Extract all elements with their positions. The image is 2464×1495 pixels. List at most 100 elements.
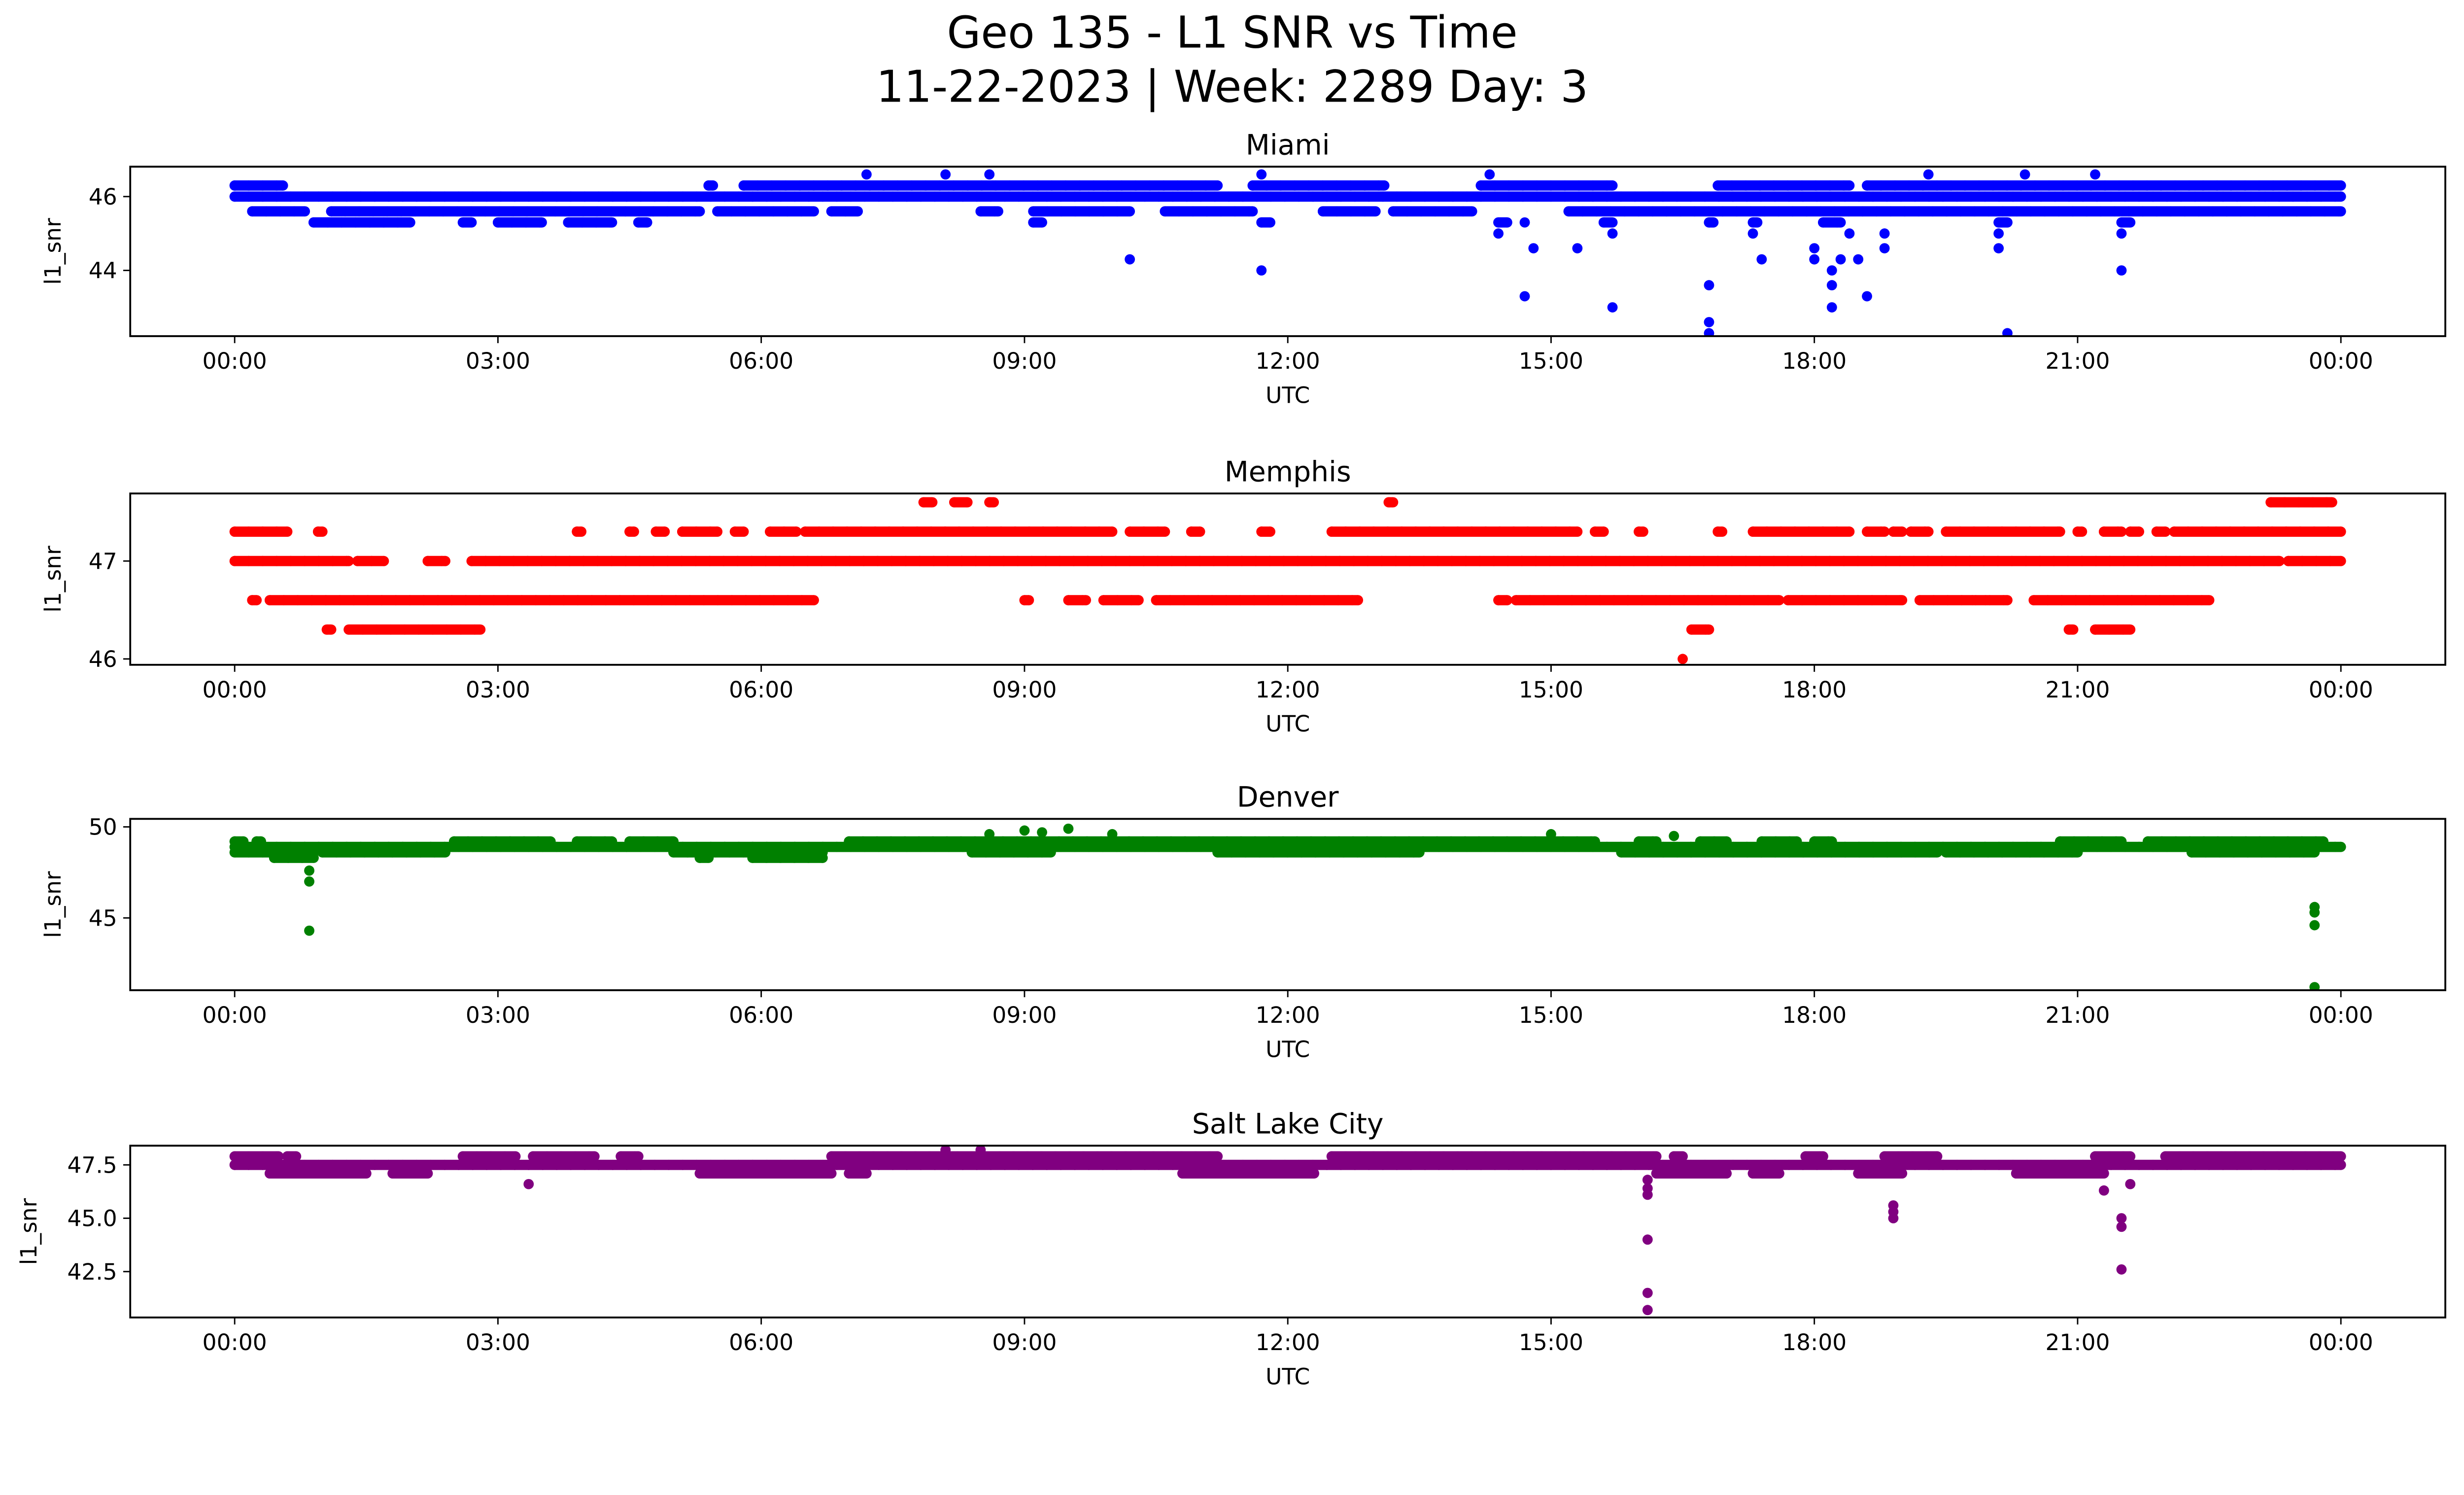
data-point bbox=[510, 1151, 521, 1162]
data-point bbox=[467, 191, 478, 202]
data-point bbox=[1042, 206, 1053, 217]
data-point bbox=[1303, 180, 1314, 191]
data-point bbox=[1592, 1151, 1603, 1162]
x-tick-label: 06:00 bbox=[729, 677, 793, 703]
data-point bbox=[940, 1146, 951, 1155]
data-point bbox=[831, 841, 842, 852]
data-point bbox=[1586, 556, 1597, 566]
data-point bbox=[1707, 1168, 1718, 1179]
data-point bbox=[397, 1159, 408, 1170]
data-point bbox=[1167, 191, 1178, 202]
data-point bbox=[2078, 191, 2088, 202]
salt-lake-city-points bbox=[229, 1146, 2346, 1316]
data-point bbox=[2225, 180, 2236, 191]
data-point bbox=[1111, 1159, 1122, 1170]
data-point bbox=[1396, 1151, 1407, 1162]
data-point bbox=[243, 191, 254, 202]
data-point bbox=[1754, 180, 1765, 191]
data-point bbox=[991, 180, 1001, 191]
data-point bbox=[2053, 206, 2064, 217]
data-point bbox=[705, 526, 716, 537]
data-point bbox=[399, 624, 410, 635]
data-point bbox=[2204, 191, 2215, 202]
data-point bbox=[2309, 920, 2320, 931]
data-point bbox=[1818, 217, 1828, 228]
data-point bbox=[2116, 265, 2127, 276]
data-point bbox=[1658, 1159, 1668, 1170]
data-point bbox=[1550, 526, 1561, 537]
data-point bbox=[719, 191, 730, 202]
data-point bbox=[884, 526, 894, 537]
data-point bbox=[1106, 1151, 1117, 1162]
data-point bbox=[2335, 180, 2346, 191]
salt-lake-city-xlabel: UTC bbox=[1266, 1363, 1310, 1390]
data-point bbox=[774, 556, 785, 566]
x-tick-label: 00:00 bbox=[2309, 1329, 2373, 1356]
data-point bbox=[264, 1168, 275, 1179]
data-point bbox=[1853, 254, 1864, 265]
data-point bbox=[1598, 526, 1609, 537]
data-point bbox=[2160, 556, 2171, 566]
data-point bbox=[1222, 556, 1233, 566]
data-point bbox=[1993, 1159, 2004, 1170]
data-point bbox=[1038, 526, 1049, 537]
data-point bbox=[1946, 180, 1956, 191]
data-point bbox=[705, 191, 716, 202]
data-point bbox=[282, 1151, 293, 1162]
data-point bbox=[958, 841, 968, 852]
data-point bbox=[1190, 1151, 1201, 1162]
data-point bbox=[1783, 191, 1794, 202]
data-point bbox=[1433, 556, 1443, 566]
data-point bbox=[1027, 1159, 1038, 1170]
data-point bbox=[550, 206, 561, 217]
data-point bbox=[1954, 847, 1965, 858]
y-tick-label: 46 bbox=[89, 646, 117, 672]
data-point bbox=[868, 1151, 879, 1162]
data-point bbox=[1444, 206, 1454, 217]
data-point bbox=[1452, 526, 1463, 537]
data-point bbox=[1783, 1159, 1794, 1170]
data-point bbox=[2125, 217, 2136, 228]
data-point bbox=[705, 1159, 716, 1170]
data-point bbox=[994, 847, 1005, 858]
data-point bbox=[1289, 1168, 1300, 1179]
data-point bbox=[1056, 206, 1066, 217]
data-point bbox=[2044, 180, 2054, 191]
data-point bbox=[1938, 191, 1949, 202]
data-point bbox=[1037, 827, 1047, 838]
data-point bbox=[1289, 180, 1300, 191]
data-point bbox=[1447, 1159, 1458, 1170]
data-point bbox=[1633, 206, 1644, 217]
data-point bbox=[348, 1168, 359, 1179]
data-point bbox=[1919, 526, 1930, 537]
data-point bbox=[2268, 180, 2278, 191]
data-point bbox=[1294, 1159, 1304, 1170]
data-point bbox=[372, 624, 382, 635]
data-point bbox=[2300, 1151, 2311, 1162]
band-segment bbox=[274, 852, 314, 863]
data-point bbox=[1177, 1168, 1188, 1179]
data-point bbox=[2116, 1213, 2127, 1223]
data-point bbox=[1376, 556, 1387, 566]
data-point bbox=[892, 180, 903, 191]
data-point bbox=[2126, 595, 2137, 606]
data-point bbox=[2270, 847, 2281, 858]
data-point bbox=[1560, 191, 1570, 202]
data-point bbox=[1545, 841, 1556, 852]
data-point bbox=[1644, 847, 1655, 858]
y-tick-label: 45 bbox=[89, 905, 117, 931]
data-point bbox=[1717, 206, 1728, 217]
data-point bbox=[1546, 829, 1556, 839]
subplot-memphis: Memphis 00:00 03:00 06:00 09:00 12:00 15:00 18:… bbox=[40, 456, 2447, 737]
data-point bbox=[738, 526, 749, 537]
data-point bbox=[350, 217, 361, 228]
data-point bbox=[1310, 847, 1321, 858]
data-point bbox=[285, 1159, 296, 1170]
data-point bbox=[914, 556, 925, 566]
data-point bbox=[1714, 847, 1725, 858]
data-point bbox=[698, 595, 709, 606]
data-point bbox=[620, 556, 631, 566]
data-point bbox=[1812, 191, 1822, 202]
x-tick-label: 09:00 bbox=[992, 348, 1057, 374]
data-point bbox=[713, 595, 723, 606]
